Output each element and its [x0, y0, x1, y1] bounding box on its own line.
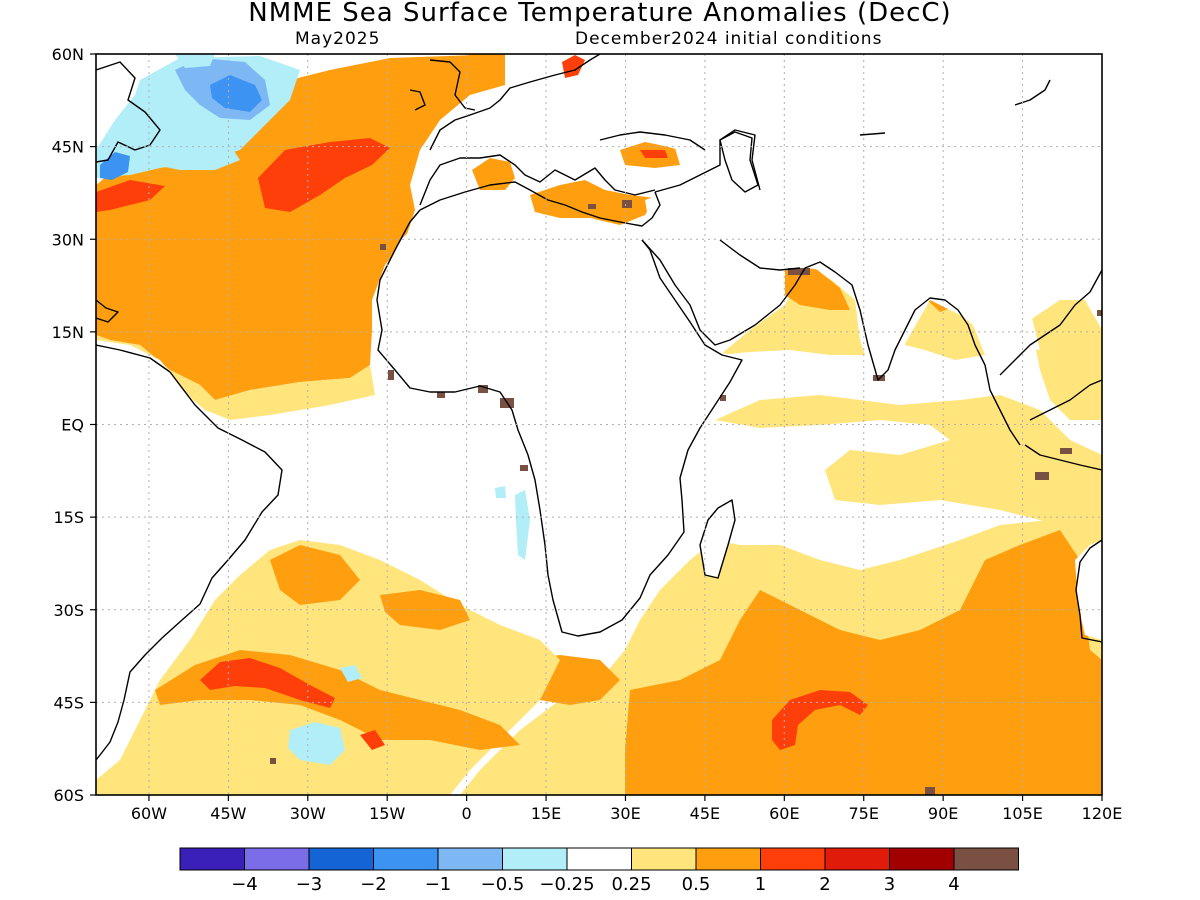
land-africa: [378, 195, 735, 635]
anomaly-fields: [96, 54, 1102, 795]
lat-tick-label: 30N: [52, 230, 84, 249]
anomaly-region-mediterranean-orange: [530, 180, 655, 225]
coastline-indonesia: [1024, 379, 1102, 471]
anomaly-region-labrador-blue: [210, 75, 262, 112]
coastline-caspian: [719, 131, 759, 193]
lon-tick-label: 60E: [769, 804, 799, 823]
colorbar-swatch: [824, 847, 890, 871]
anomaly-region-gulf-guinea-light-blue: [495, 486, 506, 498]
lon-tick-label: 15E: [531, 804, 561, 823]
anomaly-region-baltic-red: [562, 55, 585, 78]
lat-tick-label: 15S: [53, 508, 84, 527]
anomaly-region-indian-equatorial-yellow: [715, 395, 1102, 540]
lon-tick-label: 90E: [928, 804, 958, 823]
colorbar-label: 0.5: [682, 874, 711, 895]
anomaly-region-south-atlantic-light-blue: [288, 722, 345, 765]
lon-tick-label: 30E: [610, 804, 640, 823]
lat-tick-label: 30S: [53, 601, 84, 620]
lon-tick-label: 45W: [210, 804, 246, 823]
colorbar-label: 2: [819, 874, 830, 895]
anomaly-region-newfoundland-blue: [100, 152, 130, 180]
lon-tick-label: 75E: [849, 804, 879, 823]
colorbar-label: −3: [296, 874, 323, 895]
land-middle-east-asia: [645, 180, 1040, 370]
coastline-north-america: [96, 61, 171, 373]
colorbar-label: −1: [425, 874, 452, 895]
longitude-axis: 60W 45W 30W 15W 0 15E 30E 45E 60E 75E 90E 105E 120E: [131, 795, 1122, 823]
coastline-africa: [376, 209, 743, 637]
chart-title: NMME Sea Surface Temperature Anomalies (…: [248, 0, 952, 28]
lat-tick-label: 60N: [52, 45, 84, 64]
lat-tick-label: 45N: [52, 138, 84, 157]
anomaly-region-arctic-light-blue: [175, 54, 215, 68]
colorbar-swatch: [437, 847, 503, 871]
lat-tick-label: EQ: [61, 416, 84, 435]
colorbar: −4 −3 −2 −1 −0.5 −0.25 0.25 0.5 1 2 3 4: [179, 847, 1019, 895]
colorbar-swatch: [502, 847, 568, 871]
anomaly-region-south-atlantic-orange-3: [380, 590, 470, 630]
anomaly-region-north-sea-orange: [468, 54, 505, 98]
colorbar-swatch: [695, 847, 761, 871]
anomaly-region-south-atlantic-orange-2: [270, 545, 360, 605]
anomaly-region-north-atlantic-red: [258, 138, 390, 212]
lat-tick-label: 15N: [52, 323, 84, 342]
anomaly-region-south-atlantic-light-blue-2: [340, 665, 362, 682]
colorbar-label: 3: [884, 874, 895, 895]
colorbar-label: 1: [755, 874, 766, 895]
anomaly-region-west-atlantic-red: [96, 180, 165, 212]
anomaly-region-south-indian-red: [772, 690, 868, 750]
lon-tick-label: 45E: [690, 804, 720, 823]
colorbar-swatch: [244, 847, 310, 871]
anomaly-region-south-atlantic-red: [200, 658, 335, 708]
colorbar-swatch: [179, 847, 245, 871]
land-south-america: [96, 340, 285, 760]
coastline-asia-north: [859, 79, 1051, 136]
anomaly-region-gulf-stream-light-blue: [150, 140, 240, 170]
coastlines: [96, 54, 1102, 761]
colorbar-swatch: [566, 847, 632, 871]
colorbar-label: 4: [948, 874, 959, 895]
lon-tick-label: 15W: [369, 804, 405, 823]
land-australia: [1075, 540, 1102, 640]
anomaly-region-north-atlantic-yellow: [96, 335, 375, 420]
anomaly-region-south-indian-orange: [625, 530, 1102, 795]
latitude-axis: 60N 45N 30N 15N EQ 15S 30S 45S 60S: [52, 45, 96, 805]
valid-month-label: May2025: [295, 29, 381, 49]
colorbar-swatch: [889, 847, 955, 871]
colorbar-label: −2: [360, 874, 387, 895]
lon-tick-label: 30W: [290, 804, 326, 823]
coastline-europe: [409, 54, 706, 206]
land-europe: [440, 70, 700, 175]
coastline-south-america: [96, 371, 283, 761]
colorbar-label: −4: [231, 874, 258, 895]
anomaly-region-black-sea-red: [640, 150, 668, 158]
anomaly-region-west-med-orange: [472, 158, 515, 190]
colorbar-swatch: [631, 847, 697, 871]
anomaly-region-congo-light-blue: [515, 490, 530, 560]
anomaly-region-bay-of-bengal-yellow: [905, 292, 985, 360]
coastline-australia: [1075, 539, 1102, 643]
init-conditions-label: December2024 initial conditions: [575, 29, 883, 49]
colorbar-swatch: [308, 847, 374, 871]
lon-tick-label: 60W: [131, 804, 167, 823]
lon-tick-label: 105E: [1002, 804, 1043, 823]
land-madagascar: [700, 500, 732, 578]
colorbar-swatch: [953, 847, 1019, 871]
lon-tick-label: 120E: [1082, 804, 1123, 823]
colorbar-label: 0.25: [611, 874, 651, 895]
colorbar-swatch: [373, 847, 439, 871]
colorbar-label: −0.5: [481, 874, 525, 895]
lon-tick-label: 0: [462, 804, 472, 823]
colorbar-label: −0.25: [539, 874, 594, 895]
lat-tick-label: 45S: [53, 693, 84, 712]
coastline-mediterranean-north-africa: [419, 181, 661, 227]
anomaly-region-south-atlantic-red-2: [360, 730, 385, 750]
lat-tick-label: 60S: [53, 786, 84, 805]
colorbar-swatch: [760, 847, 826, 871]
anomaly-region-arabian-sea-orange: [785, 268, 850, 310]
